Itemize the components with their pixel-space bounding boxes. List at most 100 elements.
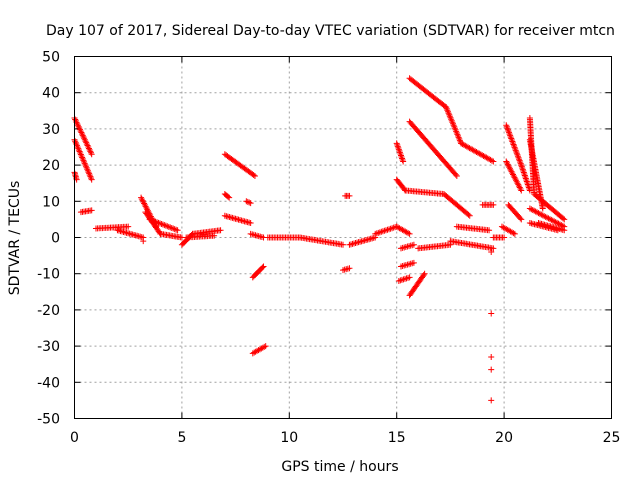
data-point (156, 220, 163, 227)
data-point (261, 343, 268, 350)
data-point (514, 153, 521, 160)
data-point (84, 166, 91, 173)
data-point (519, 165, 526, 172)
data-point (81, 136, 88, 143)
data-point (146, 216, 153, 223)
y-tick-label: -40 (37, 375, 60, 391)
data-point (72, 139, 79, 146)
data-point (86, 146, 93, 153)
data-point (508, 135, 515, 142)
data-point (86, 170, 93, 177)
data-point (505, 128, 512, 135)
data-point (125, 223, 132, 230)
data-point (75, 145, 82, 152)
data-point (386, 226, 393, 233)
y-tick-label: -20 (37, 303, 60, 319)
data-point (79, 155, 86, 162)
data-point (401, 186, 408, 193)
data-point (88, 207, 95, 214)
data-point (81, 158, 88, 165)
data-point (488, 366, 495, 373)
data-point (486, 227, 493, 234)
data-point (511, 142, 518, 149)
x-tick-label: 20 (495, 430, 513, 446)
data-point (167, 224, 174, 231)
data-point (247, 200, 254, 207)
data-point (488, 353, 495, 360)
data-point (372, 230, 379, 237)
data-point (519, 166, 526, 173)
data-point (504, 125, 511, 132)
data-point (84, 142, 91, 149)
data-point (82, 138, 89, 145)
data-point (86, 172, 93, 179)
data-point (503, 123, 510, 130)
y-tick-label: 0 (51, 231, 60, 247)
data-point (508, 137, 515, 144)
data-point (520, 168, 527, 175)
data-point (488, 157, 495, 164)
data-point (560, 215, 567, 222)
y-tick-label: 30 (42, 122, 60, 138)
data-point (421, 270, 428, 277)
data-point (171, 226, 178, 233)
data-point (250, 172, 257, 179)
data-point (225, 193, 232, 200)
data-point (403, 275, 410, 282)
y-tick-label: -10 (37, 267, 60, 283)
data-point (501, 234, 508, 241)
data-point (517, 159, 524, 166)
data-point (517, 185, 524, 192)
data-point (243, 198, 250, 205)
data-point (518, 187, 525, 194)
data-point (80, 133, 87, 140)
data-point (152, 218, 159, 225)
plot-frame (74, 56, 612, 419)
x-tick-label: 10 (280, 430, 298, 446)
data-point (490, 201, 497, 208)
data-point (373, 230, 380, 237)
data-point (488, 248, 495, 255)
y-tick-label: -30 (37, 339, 60, 355)
y-tick-label: 10 (42, 194, 60, 210)
data-point (159, 221, 166, 228)
data-point (78, 152, 85, 159)
data-point (72, 117, 79, 124)
data-point (512, 145, 519, 152)
data-point (523, 178, 530, 185)
data-point (74, 142, 81, 149)
data-point (520, 169, 527, 176)
data-point (524, 181, 531, 188)
data-point (155, 219, 162, 226)
data-point (82, 163, 89, 170)
data-point (517, 160, 524, 167)
data-point (506, 131, 513, 138)
data-point (521, 172, 528, 179)
data-point (165, 223, 172, 230)
data-point (452, 171, 459, 178)
data-point (217, 227, 224, 234)
data-point (405, 274, 412, 281)
data-point (507, 134, 514, 141)
data-point (77, 150, 84, 157)
data-point (401, 275, 408, 282)
data-point (262, 343, 269, 350)
data-point (406, 230, 413, 237)
data-point (507, 132, 514, 139)
data-point (72, 138, 79, 145)
data-point (405, 230, 412, 237)
data-point (511, 230, 518, 237)
data-point (87, 149, 94, 156)
data-point (87, 148, 94, 155)
data-point (453, 172, 460, 179)
data-point (517, 215, 524, 222)
data-point (76, 125, 83, 132)
data-point (140, 238, 147, 245)
data-point (88, 175, 95, 182)
data-point (340, 241, 346, 248)
data-point (251, 172, 258, 179)
data-point (154, 219, 161, 226)
data-point (506, 129, 513, 136)
data-point (87, 173, 94, 180)
data-point (503, 122, 510, 129)
